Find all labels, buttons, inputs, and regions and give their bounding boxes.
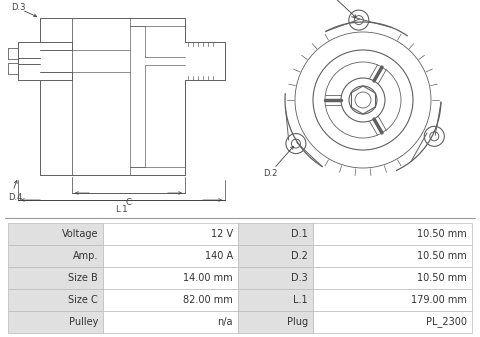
- Bar: [313, 245, 472, 267]
- Bar: [313, 289, 472, 311]
- Text: n/a: n/a: [217, 317, 233, 327]
- Bar: [103, 245, 238, 267]
- Text: 10.50 mm: 10.50 mm: [417, 251, 467, 261]
- Bar: [103, 311, 238, 333]
- Text: D.2: D.2: [263, 169, 277, 178]
- Text: Size C: Size C: [68, 295, 98, 305]
- Bar: [238, 311, 313, 333]
- Bar: [313, 223, 472, 245]
- Bar: [103, 289, 238, 311]
- Bar: [103, 223, 238, 245]
- Text: L.1: L.1: [115, 205, 128, 214]
- Text: D.3: D.3: [11, 2, 25, 11]
- Bar: [313, 311, 472, 333]
- Bar: [313, 267, 472, 289]
- Bar: [238, 223, 313, 245]
- Text: 10.50 mm: 10.50 mm: [417, 229, 467, 239]
- Bar: [8, 223, 103, 245]
- Bar: [238, 267, 313, 289]
- Text: 10.50 mm: 10.50 mm: [417, 273, 467, 283]
- Text: 140 A: 140 A: [205, 251, 233, 261]
- Bar: [238, 289, 313, 311]
- Bar: [103, 267, 238, 289]
- Text: D.2: D.2: [291, 251, 308, 261]
- Text: D.4: D.4: [8, 192, 22, 202]
- Bar: [8, 311, 103, 333]
- Text: 82.00 mm: 82.00 mm: [183, 295, 233, 305]
- Text: D.3: D.3: [291, 273, 308, 283]
- Text: Plug: Plug: [287, 317, 308, 327]
- Text: Voltage: Voltage: [61, 229, 98, 239]
- Text: Amp.: Amp.: [72, 251, 98, 261]
- Text: 12 V: 12 V: [211, 229, 233, 239]
- Bar: [8, 289, 103, 311]
- Bar: [238, 245, 313, 267]
- Bar: [8, 245, 103, 267]
- Text: Pulley: Pulley: [69, 317, 98, 327]
- Text: 14.00 mm: 14.00 mm: [183, 273, 233, 283]
- Text: 179.00 mm: 179.00 mm: [411, 295, 467, 305]
- Text: D.1: D.1: [291, 229, 308, 239]
- Text: Size B: Size B: [68, 273, 98, 283]
- Text: C: C: [126, 198, 132, 207]
- Bar: [8, 267, 103, 289]
- Text: L.1: L.1: [293, 295, 308, 305]
- Text: PL_2300: PL_2300: [426, 316, 467, 328]
